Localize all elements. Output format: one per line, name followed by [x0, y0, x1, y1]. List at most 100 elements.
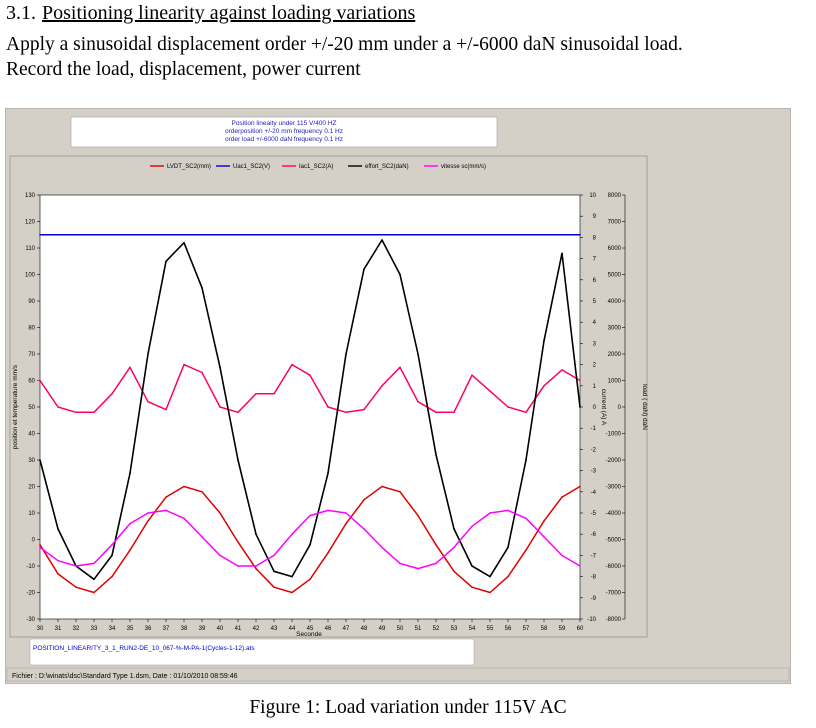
- series-point-2: [381, 385, 383, 387]
- series-point-2: [93, 411, 95, 414]
- series-point-2: [291, 363, 293, 366]
- series-point-3: [435, 453, 437, 456]
- chart-header-line-1: Position lineaity under 115 V/400 HZ: [231, 120, 336, 127]
- chart-header-line-3: order load +/-6000 daN frequency 0.1 Hz: [225, 136, 343, 143]
- series-point-3: [93, 578, 95, 581]
- series-point-3: [363, 268, 365, 270]
- series-point-2: [399, 366, 401, 369]
- series-point-0: [57, 573, 59, 575]
- chart-application-window: Position lineaity under 115 V/400 HZ ord…: [5, 108, 791, 684]
- y-left-tick-label: 90: [28, 299, 35, 305]
- series-point-2: [363, 408, 365, 411]
- y-right2-tick-label: -2000: [606, 458, 622, 464]
- paragraph-line-2: Record the load, displacement, power cur…: [6, 59, 361, 80]
- series-point-2: [255, 392, 257, 395]
- x-tick-label: 34: [109, 626, 116, 632]
- plot-area: [39, 194, 581, 620]
- series-layer: [39, 233, 581, 594]
- series-point-2: [201, 371, 203, 374]
- x-tick-label: 60: [577, 626, 584, 632]
- x-tick-label: 46: [325, 626, 332, 632]
- y-left-tick-label: 20: [28, 485, 35, 491]
- y-right2-tick-label: -3000: [606, 485, 622, 491]
- series-point-4: [417, 567, 419, 570]
- x-tick-label: 56: [505, 626, 512, 632]
- y-axis-right1-label: current (A) A: [600, 389, 607, 426]
- series-point-3: [561, 252, 563, 255]
- y-left-tick-label: 60: [28, 379, 35, 385]
- y-right1-tick-label: 10: [589, 193, 596, 199]
- series-point-0: [291, 591, 293, 594]
- y-right1-tick-label: 7: [593, 257, 597, 263]
- series-point-2: [309, 374, 311, 377]
- series-point-0: [363, 498, 365, 501]
- series-point-3: [327, 472, 329, 475]
- series-point-2: [345, 411, 347, 414]
- x-tick-label: 37: [163, 626, 170, 632]
- y-right1-tick-label: 1: [593, 384, 597, 390]
- series-point-4: [381, 546, 383, 549]
- figure-caption: Figure 1: Load variation under 115V AC: [249, 697, 567, 718]
- series-point-0: [93, 591, 95, 594]
- x-tick-label: 42: [253, 626, 260, 632]
- legend-label: Uac1_SC2(V): [233, 164, 270, 170]
- y-right1-tick-label: -2: [591, 447, 597, 453]
- series-point-2: [471, 374, 473, 377]
- series-point-0: [273, 586, 275, 588]
- series-point-2: [165, 408, 167, 411]
- series-point-4: [165, 509, 167, 512]
- series-point-2: [489, 390, 491, 392]
- series-point-4: [147, 512, 149, 514]
- series-point-0: [453, 570, 455, 573]
- x-tick-label: 52: [433, 626, 440, 632]
- series-point-4: [129, 522, 131, 525]
- y-left-tick-label: 70: [28, 352, 35, 358]
- series-point-0: [417, 514, 419, 517]
- y-right2-tick-label: 6000: [608, 246, 622, 252]
- series-point-0: [219, 512, 221, 514]
- series-point-3: [417, 353, 419, 355]
- series-point-0: [543, 520, 545, 522]
- series-point-3: [237, 459, 239, 461]
- series-point-4: [273, 554, 275, 557]
- section-heading: 3.1. Positioning linearity against loadin…: [6, 2, 415, 25]
- series-point-2: [273, 392, 275, 395]
- series-point-4: [291, 533, 293, 535]
- series-point-3: [183, 241, 185, 244]
- series-point-2: [453, 411, 455, 414]
- y-right2-tick-label: 1000: [608, 379, 622, 385]
- series-point-4: [39, 546, 41, 549]
- series-point-2: [147, 400, 149, 403]
- paragraph-line-1: Apply a sinusoidal displacement order +/…: [6, 34, 683, 55]
- x-tick-label: 45: [307, 626, 314, 632]
- x-tick-label: 35: [127, 626, 134, 632]
- series-point-4: [561, 554, 563, 557]
- series-point-3: [165, 260, 167, 263]
- series-point-3: [453, 528, 455, 530]
- x-tick-label: 40: [217, 626, 224, 632]
- legend-label: Iac1_SC2(A): [299, 164, 333, 170]
- series-point-4: [525, 517, 527, 520]
- series-point-2: [435, 411, 437, 414]
- status-bar: [6, 667, 790, 682]
- legend-label: LVDT_SC2(mm): [167, 164, 211, 170]
- series-point-2: [561, 369, 563, 371]
- y-right1-tick-label: 8: [593, 235, 597, 241]
- series-point-0: [111, 575, 113, 578]
- series-point-3: [273, 570, 275, 573]
- series-point-3: [129, 472, 131, 475]
- y-left-tick-label: 120: [25, 220, 36, 226]
- series-point-0: [237, 541, 239, 543]
- x-tick-label: 36: [145, 626, 152, 632]
- series-point-4: [57, 559, 59, 562]
- series-point-2: [219, 406, 221, 408]
- status-text: Fichier : D:\winats\dsc\Standard Type 1.…: [12, 673, 238, 680]
- y-right2-tick-label: -4000: [606, 511, 622, 517]
- series-point-0: [129, 549, 131, 551]
- series-point-0: [75, 586, 77, 588]
- y-left-tick-label: 0: [32, 538, 36, 544]
- legend-label: vitesse sc(mm/s): [441, 164, 486, 170]
- file-label[interactable]: POSITION_LINEARITY_3_1_RUN2-DE_10_067-%-…: [33, 645, 255, 652]
- series-point-2: [39, 379, 41, 382]
- series-point-3: [399, 273, 401, 276]
